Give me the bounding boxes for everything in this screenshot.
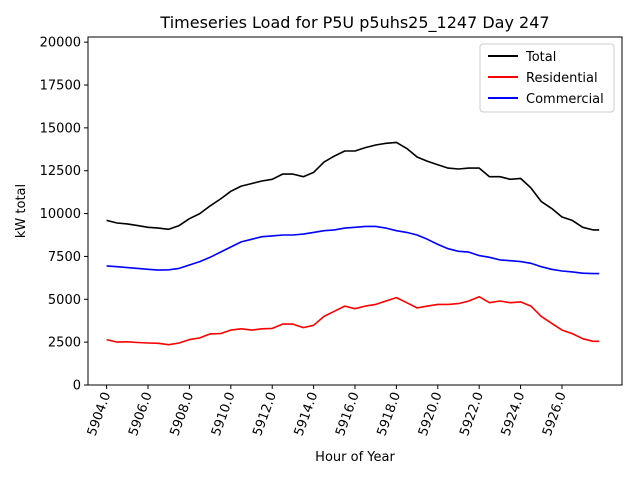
x-tick-label: 5916.0 — [333, 390, 363, 438]
x-tick-label: 5910.0 — [209, 390, 239, 438]
y-tick-label: 15000 — [40, 121, 81, 136]
plot-area — [106, 141, 600, 346]
legend-label-total: Total — [525, 50, 556, 65]
y-tick-label: 20000 — [40, 36, 81, 51]
x-tick-label: 5906.0 — [126, 390, 156, 438]
y-axis: 0 2500 5000 7500 10000 12500 15000 17500 20000 — [40, 36, 88, 394]
x-axis-label: Hour of Year — [315, 450, 395, 465]
legend-label-commercial: Commercial — [526, 92, 604, 107]
x-tick-label: 5914.0 — [292, 390, 322, 438]
series-line-residential — [106, 295, 600, 346]
legend-frame — [479, 43, 615, 113]
legend: Total Residential Commercial — [479, 43, 615, 113]
x-tick-label: 5918.0 — [374, 390, 404, 438]
y-tick-label: 5000 — [48, 293, 81, 308]
x-tick-label: 5912.0 — [250, 390, 280, 438]
y-tick-label: 12500 — [40, 164, 81, 179]
y-tick-label: 0 — [73, 379, 81, 394]
x-tick-label: 5908.0 — [168, 390, 198, 438]
x-tick-label: 5922.0 — [457, 390, 487, 438]
chart-title: Timeseries Load for P5U p5uhs25_1247 Day… — [159, 13, 549, 33]
y-tick-label: 2500 — [48, 336, 81, 351]
legend-label-residential: Residential — [526, 71, 598, 86]
y-tick-label: 17500 — [40, 79, 81, 94]
x-axis: 5904.0 5906.0 5908.0 5910.0 5912.0 5914.0 5916… — [85, 385, 570, 438]
series-line-commercial — [106, 225, 600, 275]
x-tick-label: 5924.0 — [499, 390, 529, 438]
plot-frame — [87, 36, 623, 386]
x-tick-label: 5904.0 — [85, 390, 115, 438]
x-tick-label: 5920.0 — [416, 390, 446, 438]
y-tick-label: 10000 — [40, 207, 81, 222]
y-tick-label: 7500 — [48, 250, 81, 265]
x-tick-label: 5926.0 — [540, 390, 570, 438]
y-axis-label: kW total — [14, 184, 29, 238]
series-line-total — [106, 141, 600, 231]
